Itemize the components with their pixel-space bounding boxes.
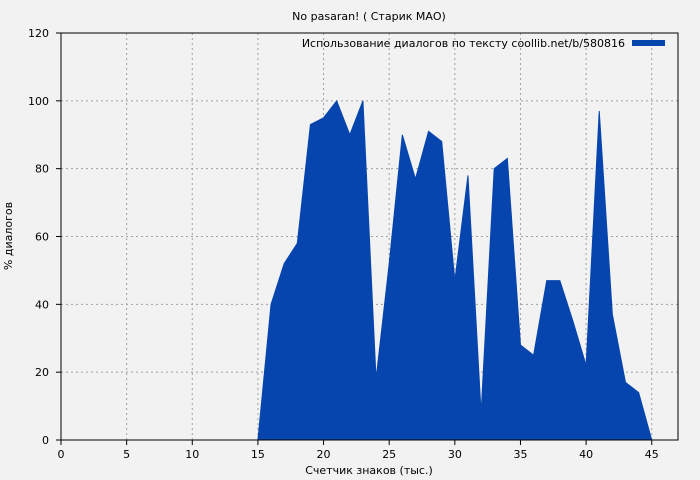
- y-tick-label: 40: [35, 298, 49, 311]
- x-tick-label: 15: [251, 448, 265, 461]
- y-axis-ticks: 0 20 40 60 80 100 120: [28, 27, 61, 447]
- y-axis-title: % диалогов: [2, 202, 15, 270]
- y-tick-label: 100: [28, 95, 49, 108]
- x-tick-label: 35: [513, 448, 527, 461]
- y-tick-label: 80: [35, 163, 49, 176]
- legend-swatch: [632, 40, 665, 46]
- chart-title: No pasaran! ( Старик МАО): [292, 10, 446, 23]
- x-tick-label: 40: [579, 448, 593, 461]
- y-tick-label: 60: [35, 231, 49, 244]
- x-tick-label: 45: [645, 448, 659, 461]
- legend: Использование диалогов по тексту coollib…: [302, 37, 665, 50]
- x-tick-label: 5: [123, 448, 130, 461]
- x-tick-label: 0: [58, 448, 65, 461]
- x-tick-label: 20: [317, 448, 331, 461]
- x-tick-label: 10: [185, 448, 199, 461]
- area-series: [257, 99, 653, 441]
- y-tick-label: 0: [42, 434, 49, 447]
- y-tick-label: 20: [35, 366, 49, 379]
- x-tick-label: 25: [382, 448, 396, 461]
- legend-label: Использование диалогов по тексту coollib…: [302, 37, 625, 50]
- x-axis-ticks: 0 5 10 15 20 25 30 35 40 45: [58, 440, 659, 461]
- x-tick-label: 30: [448, 448, 462, 461]
- area-fill: [257, 99, 653, 441]
- x-axis-title: Счетчик знаков (тыс.): [305, 464, 433, 477]
- y-tick-label: 120: [28, 27, 49, 40]
